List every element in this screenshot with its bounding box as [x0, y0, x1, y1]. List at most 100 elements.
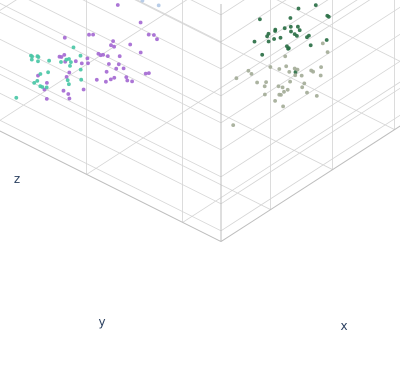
data-point-series-7: [287, 70, 292, 74]
data-point-series-6: [289, 29, 293, 34]
data-point-series-18: [69, 60, 73, 64]
data-point-series-6: [272, 37, 276, 41]
data-point-series-6: [266, 39, 271, 44]
data-point-series-18: [79, 77, 84, 82]
data-point-series-6: [288, 24, 293, 29]
data-point-series-15: [111, 39, 115, 43]
gridline-xy-y: [86, 0, 358, 175]
axis-lines: [0, 4, 400, 243]
data-point-series-18: [78, 67, 83, 72]
data-point-series-7: [282, 89, 286, 94]
data-point-series-15: [62, 35, 67, 40]
data-point-series-18: [47, 58, 51, 63]
gridline-xy-x: [216, 0, 400, 10]
data-point-series-7: [246, 68, 251, 73]
data-point-series-7: [300, 85, 305, 90]
data-point-series-7: [255, 80, 259, 85]
data-point-series-15: [147, 71, 151, 75]
data-point-series-15: [138, 20, 143, 25]
data-point-series-18: [29, 57, 34, 62]
data-point-series-18: [36, 55, 41, 59]
box-edge: [0, 130, 222, 243]
data-point-series-15: [79, 61, 84, 66]
data-point-series-18: [36, 59, 40, 64]
data-point-series-6: [296, 24, 300, 29]
data-point-series-15: [66, 92, 71, 96]
gridline-yz-z: [0, 92, 222, 205]
data-point-series-15: [62, 53, 67, 57]
data-point-series-6: [285, 44, 289, 49]
gridline-xy-y: [182, 81, 400, 223]
data-point-series-18: [68, 64, 72, 68]
data-point-series-6: [252, 39, 257, 44]
data-point-series-15: [104, 79, 108, 84]
data-point-series-15: [64, 75, 69, 79]
data-point-series-10: [156, 3, 161, 8]
data-point-series-15: [107, 62, 111, 66]
data-point-series-6: [288, 16, 293, 20]
data-point-series-6: [324, 38, 329, 42]
data-point-series-7: [299, 73, 304, 78]
tick-labels: −20−15−10−505101520−20−10010−20−15−10−50…: [0, 0, 400, 42]
data-point-series-15: [94, 77, 99, 82]
data-point-series-6: [273, 27, 278, 32]
data-point-series-15: [143, 71, 148, 76]
gridline-yz-z: [28, 0, 222, 97]
data-point-series-18: [46, 70, 50, 75]
data-point-series-18: [40, 85, 45, 89]
data-point-series-7: [325, 50, 330, 54]
data-point-series-15: [124, 75, 129, 79]
data-point-series-10: [140, 0, 145, 3]
gridline-xy-x: [276, 0, 400, 62]
data-point-series-6: [265, 34, 269, 39]
gridline-yz-z: [0, 38, 222, 151]
data-point-series-15: [105, 54, 110, 58]
data-point-series-15: [115, 3, 120, 7]
data-point-series-7: [281, 104, 285, 109]
gridline-xz-z: [220, 0, 245, 16]
gridline-xz-z: [220, 0, 329, 70]
data-point-series-7: [280, 85, 285, 90]
data-point-series-15: [128, 42, 133, 47]
data-point-series-18: [35, 79, 40, 83]
data-point-series-15: [85, 56, 90, 61]
data-point-series-15: [121, 66, 126, 71]
data-point-series-15: [104, 69, 109, 74]
data-point-series-15: [81, 87, 86, 92]
data-point-series-7: [319, 65, 323, 69]
data-point-series-7: [284, 64, 289, 69]
x-axis-title: x: [340, 319, 347, 333]
data-point-series-18: [71, 45, 76, 50]
data-point-series-7: [263, 92, 267, 97]
data-point-series-15: [114, 66, 119, 71]
data-point-series-7: [292, 66, 297, 71]
gridline-xy-x: [154, 0, 400, 50]
data-point-series-15: [146, 32, 151, 37]
data-point-series-15: [125, 78, 130, 83]
data-point-series-7: [293, 73, 298, 78]
data-point-series-15: [87, 32, 91, 37]
data-point-series-7: [285, 87, 290, 92]
data-point-series-6: [258, 17, 262, 22]
data-point-series-18: [64, 57, 69, 62]
data-point-series-18: [78, 53, 83, 58]
data-point-series-15: [67, 70, 72, 75]
data-point-series-18: [59, 60, 63, 64]
gridline-xz-z: [220, 33, 400, 151]
data-point-series-7: [288, 79, 292, 84]
data-point-series-15: [61, 88, 66, 93]
data-point-series-18: [67, 82, 71, 87]
data-point-series-18: [65, 78, 70, 83]
data-point-series-7: [264, 80, 268, 84]
data-point-series-6: [296, 6, 301, 11]
data-point-series-15: [86, 61, 90, 66]
gridline-xy-x: [0, 73, 271, 210]
data-point-series-7: [302, 81, 307, 86]
data-point-series-7: [273, 99, 277, 103]
data-point-series-18: [32, 81, 37, 85]
data-point-series-7: [279, 93, 283, 97]
gridline-xy-x: [134, 0, 395, 130]
data-point-series-7: [277, 67, 282, 71]
